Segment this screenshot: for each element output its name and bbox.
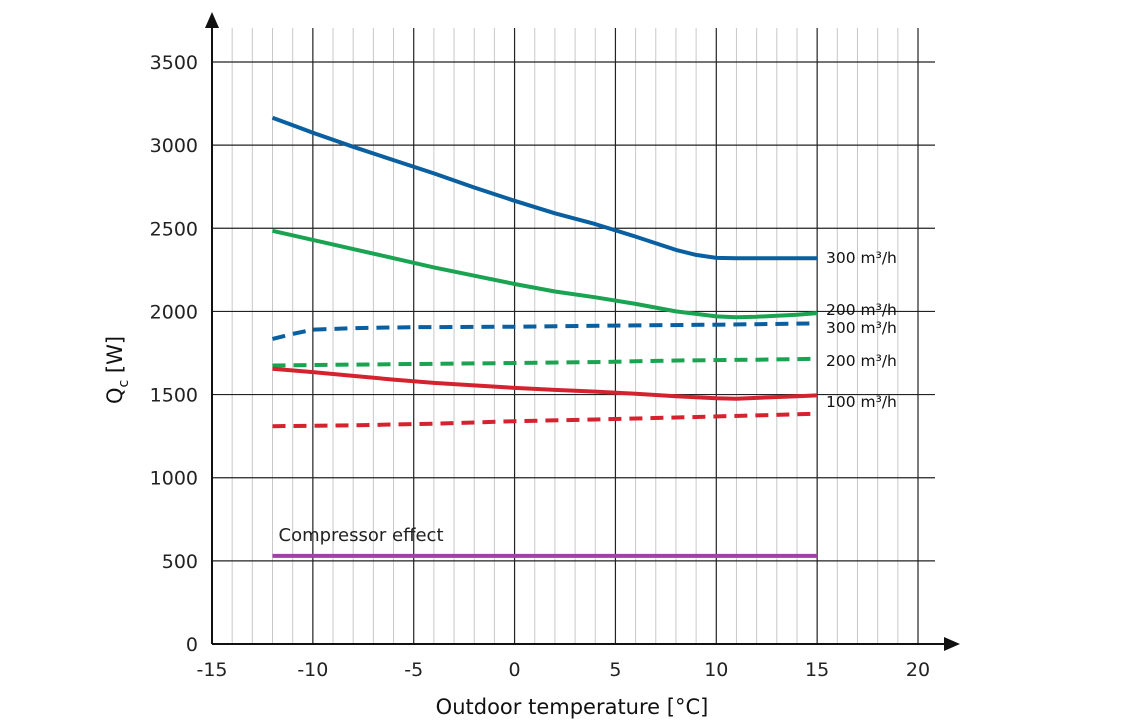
axes: [205, 12, 960, 651]
x-axis-arrow: [944, 637, 960, 651]
y-tick-label: 0: [186, 634, 198, 656]
y-tick-label: 2000: [150, 301, 198, 323]
y-axis-symbol: Q: [103, 388, 127, 405]
svg-text:Qc [W]: Qc [W]: [103, 336, 132, 404]
annotation-label: Compressor effect: [279, 525, 444, 546]
x-tick-label: -10: [297, 659, 328, 681]
x-axis-title: Outdoor temperature [°C]: [436, 695, 709, 719]
y-tick-label: 3000: [150, 135, 198, 157]
y-tick-label: 500: [162, 551, 198, 573]
y-tick-label: 1000: [150, 468, 198, 490]
tick-labels: -15 -10 -5 0 5 10 15 20 0 500 1000 1500 2000 2500 3000…: [150, 52, 930, 681]
x-tick-label: 10: [704, 659, 728, 681]
series-label-3: 200 m³/h: [826, 352, 897, 370]
x-tick-label: 0: [509, 659, 521, 681]
series-line-4: [272, 366, 818, 401]
y-tick-label: 3500: [150, 52, 198, 74]
series-label-4: 100 m³/h: [826, 393, 897, 411]
x-tick-label: 15: [805, 659, 829, 681]
y-axis-title: Qc [W]: [103, 336, 132, 404]
series-line-1: [272, 228, 818, 320]
x-tick-label: -15: [196, 659, 227, 681]
x-tick-label: 5: [609, 659, 621, 681]
series-line-5: [272, 411, 818, 429]
series-label-0: 300 m³/h: [826, 249, 897, 267]
y-tick-label: 2500: [150, 218, 198, 240]
series-line-3: [272, 356, 818, 368]
x-tick-label: -5: [404, 659, 423, 681]
series-label-1: 200 m³/h: [826, 301, 897, 319]
y-axis-arrow: [205, 12, 219, 28]
y-axis-subscript: c: [116, 380, 132, 388]
x-tick-label: 20: [906, 659, 930, 681]
y-tick-label: 1500: [150, 385, 198, 407]
series-lines: [271, 115, 818, 558]
series-line-2: [272, 321, 818, 341]
y-axis-unit: [W]: [103, 336, 127, 373]
series-label-2: 300 m³/h: [826, 319, 897, 337]
series-line-0: [271, 115, 818, 261]
